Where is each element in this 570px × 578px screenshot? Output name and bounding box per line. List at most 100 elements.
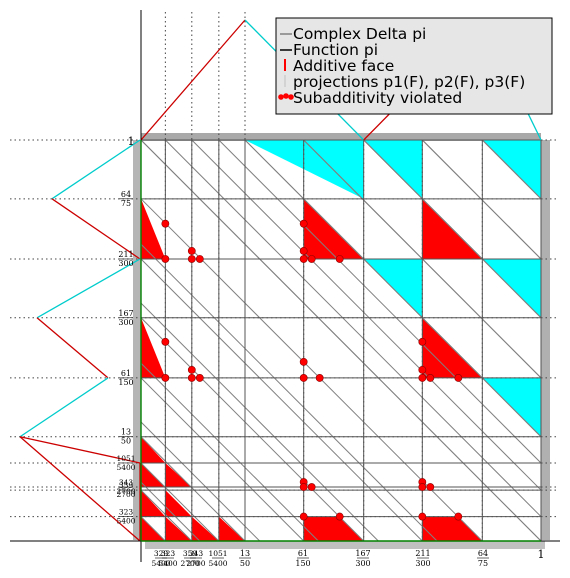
- y-tick-num: 61: [121, 369, 131, 378]
- x-tick-den: 50: [240, 559, 250, 568]
- pi-left-seg-0: [51, 139, 141, 200]
- x-tick-num: 359: [183, 549, 198, 558]
- x-tick-num: 13: [240, 549, 250, 558]
- y-tick-den: 5400: [116, 517, 135, 526]
- additive-face-1: [141, 317, 166, 378]
- x-tick-num: 1051: [208, 549, 227, 558]
- x-tick-one: 1: [538, 548, 545, 561]
- violation-dot-17: [315, 374, 324, 382]
- y-tick-den: 50: [121, 437, 131, 446]
- x-tick-num: 211: [415, 549, 430, 558]
- complex-diag-10: [140, 302, 379, 542]
- violation-dot-21: [426, 374, 435, 382]
- y-tick-den: 5400: [116, 463, 135, 472]
- additive-face-9: [165, 490, 192, 517]
- complex-diag-12: [140, 421, 261, 542]
- violation-dot-12: [187, 374, 196, 382]
- x-tick-den: 300: [415, 559, 430, 568]
- y-tick-den: 150: [118, 378, 133, 387]
- additive-face-12: [191, 516, 219, 541]
- violation-dot-5: [299, 219, 308, 228]
- legend-symbol-additive: [284, 59, 286, 71]
- y-tick-den: 300: [118, 259, 133, 268]
- additive-face-5: [141, 436, 166, 463]
- legend: Complex Delta pi Function pi Additive fa…: [275, 17, 553, 115]
- complex-diag-9: [140, 243, 438, 542]
- y-tick-num: 343: [119, 478, 134, 487]
- x-tick-num: 167: [355, 549, 370, 558]
- projection-band-left: [133, 140, 141, 540]
- x-tick-den: 5400: [208, 559, 227, 568]
- legend-label-violated: Subadditivity violated: [293, 89, 462, 107]
- violation-dot-1: [187, 247, 196, 255]
- additive-face-0: [141, 198, 166, 259]
- violation-dot-8: [307, 255, 316, 263]
- legend-symbol-projections: [284, 75, 286, 87]
- y-tick-num: 1051: [116, 454, 135, 463]
- complex-antidiag-0: [140, 436, 246, 542]
- complex-antidiag-3: [140, 258, 423, 542]
- pi-left-seg-1: [51, 198, 141, 260]
- complex-antidiag-1: [140, 377, 305, 542]
- y-tick-den: 2700: [116, 490, 135, 499]
- y-tick-den: 75: [121, 199, 131, 208]
- complex-antidiag-12: [140, 462, 220, 542]
- pi-top-seg-0: [140, 19, 246, 141]
- violation-dot-11: [187, 365, 196, 374]
- y-tick-one: 1: [128, 135, 135, 148]
- x-tick-num: 343: [189, 549, 204, 558]
- x-tick-den: 300: [355, 559, 370, 568]
- complex-antidiag-13: [140, 516, 166, 542]
- violation-dot-9: [335, 255, 344, 263]
- complex-diag-3: [218, 139, 542, 464]
- violation-dot-19: [418, 365, 427, 374]
- x-tick-den: 5400: [151, 559, 170, 568]
- x-tick-den: 5400: [158, 559, 177, 568]
- x-tick-num: 329: [154, 549, 169, 558]
- x-tick-den: 2700: [186, 559, 205, 568]
- complex-diag-4: [244, 139, 542, 438]
- x-tick-num: 323: [161, 549, 176, 558]
- y-tick-num: 64: [121, 190, 131, 199]
- complex-diag-11: [140, 362, 319, 542]
- projection-band-bottom: [145, 541, 545, 549]
- violation-dot-30: [335, 512, 344, 521]
- violation-dot-7: [299, 255, 308, 263]
- additive-face-15: [422, 516, 483, 541]
- violation-dot-18: [418, 337, 427, 346]
- legend-label-additive: Additive face: [293, 57, 394, 75]
- violation-dot-20: [418, 374, 427, 382]
- x-tick-den: 2700: [180, 559, 199, 568]
- tick-labels: 3295400323540035927003432700105154001350…: [116, 135, 544, 568]
- violation-dot-10: [161, 337, 170, 346]
- pi-left-seg-final: [19, 436, 141, 542]
- complex-diag-2: [191, 139, 542, 491]
- legend-label-complex: Complex Delta pi: [293, 25, 426, 43]
- additive-face-14: [303, 516, 364, 541]
- y-tick-den: 300: [118, 318, 133, 327]
- projection-band-top: [141, 133, 541, 141]
- axes: [10, 10, 560, 562]
- complex-antidiag-2: [140, 317, 365, 542]
- violation-dot-6: [299, 247, 308, 255]
- complex-diag-1: [165, 139, 542, 517]
- violation-dot-31: [418, 512, 427, 521]
- complex-diag-0: [140, 139, 542, 542]
- cyan-face-0: [245, 140, 364, 199]
- y-tick-num: 167: [118, 309, 133, 318]
- legend-label-pi: Function pi: [293, 41, 378, 59]
- violation-dot-28: [426, 483, 435, 491]
- violation-dot-24: [299, 483, 308, 491]
